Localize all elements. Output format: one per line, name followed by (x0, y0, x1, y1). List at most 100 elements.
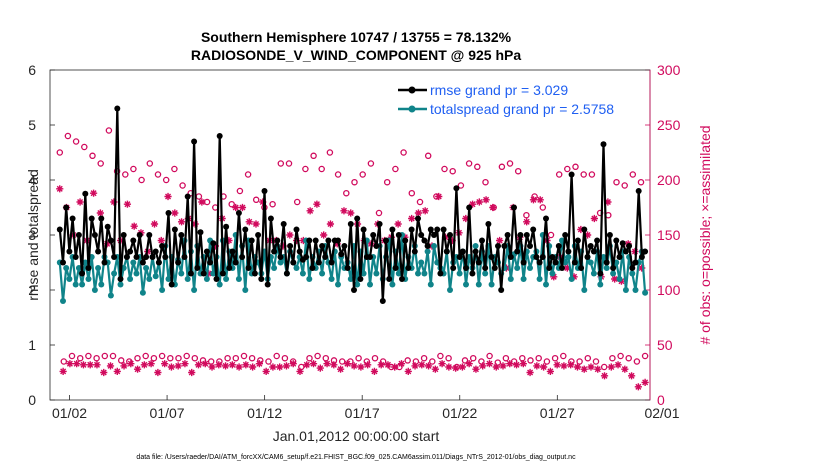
rmse-point (514, 248, 521, 255)
obs_possible-point (240, 352, 248, 360)
rmse-point (63, 204, 70, 211)
totalspread-point (146, 276, 153, 282)
rmse-point (120, 232, 127, 238)
obs_possible-point (547, 231, 555, 239)
obs_possible-point (314, 352, 321, 360)
obs_assimilated-point (431, 365, 439, 373)
rmse-point (587, 243, 594, 249)
obs_assimilated-point (567, 361, 575, 369)
totalspread-point (82, 259, 89, 266)
obs_assimilated-point (641, 378, 649, 386)
rmse-point (437, 270, 444, 277)
rmse-point (539, 254, 546, 260)
obs_possible-point (105, 127, 113, 134)
obs_possible-point (416, 198, 424, 206)
rmse-point (447, 232, 453, 238)
obs_possible-point (167, 354, 174, 362)
rmse-point (296, 248, 303, 255)
obs_assimilated-point (127, 360, 135, 368)
rmse-point (571, 259, 578, 266)
rmse-point (565, 248, 572, 255)
rmse-point (463, 265, 469, 271)
obs_assimilated-point (79, 361, 88, 369)
obs_assimilated-point (462, 214, 470, 223)
obs_possible-point (154, 171, 162, 178)
x-tick-marks (69, 395, 558, 400)
rmse-point (491, 265, 498, 271)
totalspread-point (642, 289, 649, 296)
obs_possible-point (383, 178, 391, 186)
rmse-point (555, 243, 562, 249)
rmse-point (187, 270, 194, 277)
obs_possible-point (138, 176, 145, 184)
rmse-point (523, 232, 530, 238)
rmse-point (168, 281, 175, 288)
rmse-point (338, 251, 345, 258)
rmse-point (389, 226, 396, 233)
totalspread-point (527, 265, 533, 271)
obs_assimilated-point (130, 222, 138, 230)
rmse-point (622, 248, 629, 255)
totalspread-point (456, 270, 463, 277)
rmse-point (219, 270, 226, 277)
totalspread-point (85, 276, 92, 282)
rmse-point (171, 226, 178, 233)
rmse-point (274, 237, 281, 244)
obs_assimilated-point (468, 200, 477, 208)
rmse-point (357, 276, 364, 282)
rmse-point (152, 248, 159, 255)
legend-rmse-label: rmse grand pr = 3.029 (430, 82, 568, 98)
totalspread-point (117, 281, 124, 288)
obs_assimilated-point (519, 360, 527, 368)
rmse-point (255, 232, 262, 238)
totalspread-point (629, 270, 636, 277)
obs_assimilated-point (570, 273, 578, 281)
obs_assimilated-point (533, 362, 541, 370)
obs_assimilated-point (391, 363, 399, 371)
totalspread-point (427, 281, 434, 288)
rmse-point (165, 210, 172, 216)
totalspread-point (463, 281, 469, 288)
totalspread-point (488, 281, 495, 288)
obs_assimilated-point (435, 192, 443, 201)
rmse-point (373, 243, 380, 249)
obs_possible-point (367, 160, 375, 167)
rmse-point (590, 248, 597, 255)
right-tick-label: 50 (657, 337, 673, 353)
obs_assimilated-point (208, 363, 216, 371)
obs_assimilated-point (110, 198, 118, 206)
rmse-point (56, 226, 63, 233)
totalspread-point (79, 281, 86, 288)
right-tick-label: 200 (657, 172, 681, 188)
rmse-point (347, 221, 354, 227)
rmse-point (261, 188, 268, 194)
obs_possible-point (588, 171, 596, 178)
rmse-point (485, 221, 492, 227)
obs_assimilated-point (526, 368, 534, 377)
totalspread-point (632, 287, 639, 293)
obs_assimilated-point (89, 189, 98, 197)
rmse-point (418, 232, 425, 238)
obs_possible-point (150, 354, 158, 362)
obs_assimilated-point (343, 360, 351, 368)
obs_possible-point (392, 165, 399, 173)
obs_assimilated-point (347, 209, 355, 217)
obs_possible-point (244, 171, 252, 178)
rmse-point (184, 193, 191, 200)
obs_assimilated-point (475, 198, 483, 206)
obs_assimilated-point (445, 363, 453, 371)
rmse-point (367, 254, 373, 260)
obs_possible-point (621, 182, 628, 189)
obs_possible-point (228, 200, 235, 208)
obs_possible-point (281, 354, 289, 362)
obs_possible-point (248, 354, 256, 362)
obs_assimilated-point (489, 203, 497, 212)
rmse-point (130, 237, 137, 244)
obs_assimilated-point (523, 218, 531, 226)
rmse-point (450, 265, 457, 271)
rmse-point (453, 185, 460, 192)
obs_assimilated-point (73, 360, 81, 368)
totalspread-point (395, 270, 402, 277)
obs_assimilated-point (211, 242, 220, 250)
rmse-point (267, 215, 274, 222)
